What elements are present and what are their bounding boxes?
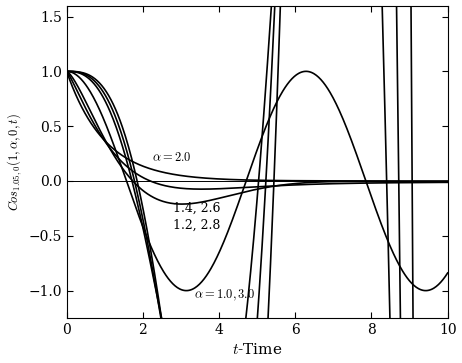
Text: 1.2, 2.8: 1.2, 2.8 bbox=[173, 219, 221, 232]
Y-axis label: $\mathit{Cos}_{1.05,0}(1,\alpha,0,t)$: $\mathit{Cos}_{1.05,0}(1,\alpha,0,t)$ bbox=[6, 113, 24, 211]
Text: $\alpha = 2.0$: $\alpha = 2.0$ bbox=[152, 151, 192, 164]
Text: 1.4, 2.6: 1.4, 2.6 bbox=[173, 202, 221, 215]
Text: $\alpha = 1.0, 3.0$: $\alpha = 1.0, 3.0$ bbox=[195, 287, 255, 303]
X-axis label: $t$-Time: $t$-Time bbox=[232, 342, 282, 358]
